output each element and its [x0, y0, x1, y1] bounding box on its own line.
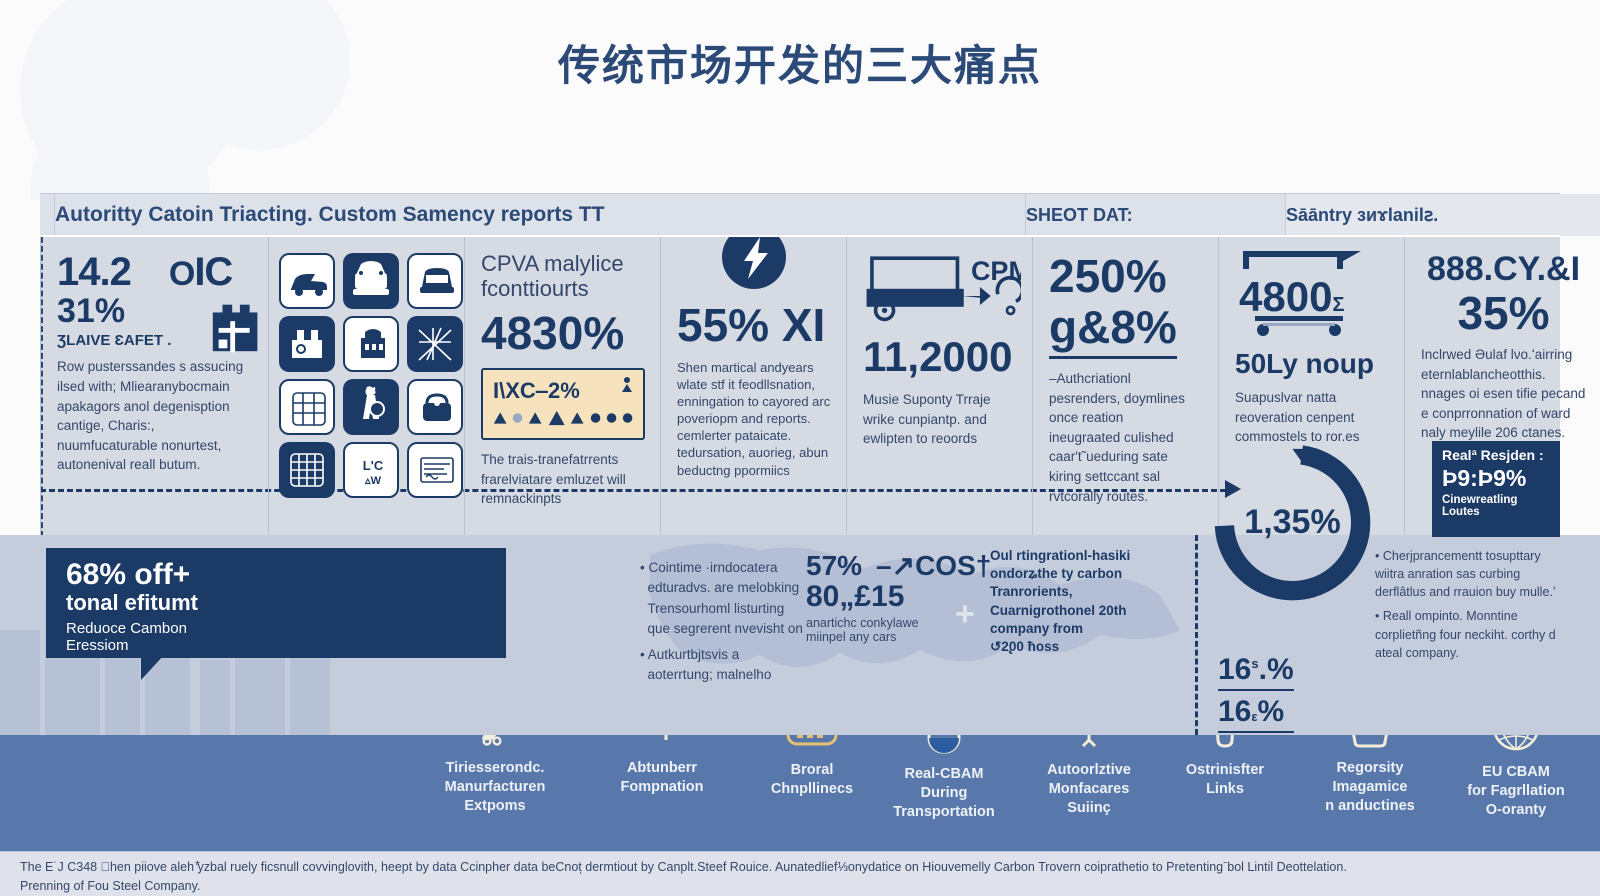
svg-text:+: +	[955, 595, 975, 633]
svg-text:▵W: ▵W	[364, 475, 382, 487]
svg-text:L'C: L'C	[363, 458, 384, 473]
svg-text:CPM: CPM	[971, 256, 1021, 286]
